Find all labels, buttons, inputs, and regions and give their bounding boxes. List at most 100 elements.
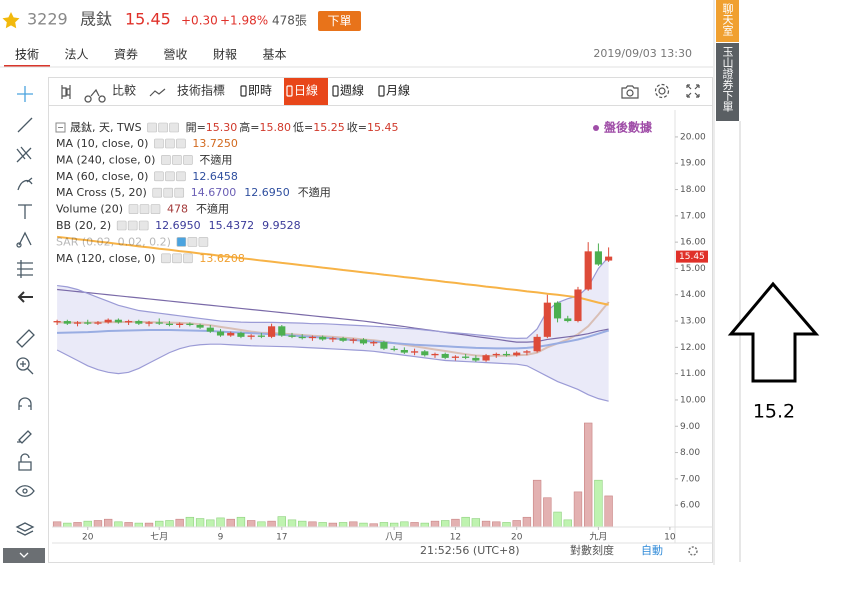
lock-drawings-tool[interactable] <box>17 430 32 444</box>
indicator-icon[interactable] <box>183 253 193 264</box>
indicator-icon[interactable] <box>154 138 164 149</box>
compare-label[interactable]: 比較 <box>112 83 136 98</box>
stock-price: 15.45 <box>125 10 171 29</box>
volume-bar <box>492 521 501 527</box>
indicator-icon[interactable] <box>161 155 171 165</box>
indicator-icon[interactable] <box>187 237 198 247</box>
candle-body <box>543 302 551 337</box>
indicator-icon[interactable] <box>150 204 161 214</box>
brush-tool[interactable] <box>17 177 33 191</box>
snapshot-icon[interactable] <box>621 85 639 99</box>
fib-tool[interactable] <box>16 146 32 163</box>
crosshair-tool[interactable] <box>17 86 33 102</box>
order-tab[interactable] <box>716 43 739 121</box>
tab[interactable]: 技術 <box>15 48 39 62</box>
volume-bar <box>451 518 460 527</box>
auto-scale-toggle[interactable]: 自動 <box>641 543 663 557</box>
chat-tab-label[interactable]: 聊天室 <box>721 2 734 36</box>
period-label[interactable]: 日線 <box>294 83 318 98</box>
volume-bar <box>389 522 399 527</box>
projection-tool[interactable] <box>17 260 33 278</box>
indicator-icon[interactable] <box>165 171 175 182</box>
ohlc-value: 15.45 <box>367 121 399 134</box>
volume-bar <box>175 518 184 527</box>
period-icon[interactable] <box>332 85 339 97</box>
indicator-icon[interactable] <box>176 237 187 247</box>
indicators-label[interactable]: 技術指標 <box>177 83 225 98</box>
candle-type-icon[interactable] <box>61 85 71 99</box>
indicator-icon[interactable] <box>116 220 127 231</box>
period-label[interactable]: 即時 <box>248 84 272 98</box>
tab[interactable]: 法人 <box>65 48 89 62</box>
order-button[interactable] <box>318 11 361 31</box>
indicator-icon[interactable] <box>161 253 171 264</box>
period-label[interactable]: 月線 <box>386 83 410 98</box>
collapse-button[interactable] <box>3 548 45 563</box>
collapse-icon[interactable] <box>19 552 29 558</box>
candle-body <box>400 349 408 353</box>
log-scale-toggle[interactable]: 對數刻度 <box>570 543 614 557</box>
settings-icon[interactable] <box>658 87 666 95</box>
period-active[interactable] <box>284 78 328 105</box>
favorite-star[interactable] <box>2 12 20 29</box>
back-tool[interactable] <box>17 291 33 303</box>
volume-bar <box>481 520 491 527</box>
trendline-tool[interactable] <box>17 117 33 133</box>
annotation-arrow <box>727 281 820 383</box>
indicator-icon[interactable] <box>176 138 186 149</box>
indicator-icon[interactable] <box>176 171 186 182</box>
period-icon[interactable] <box>286 85 293 97</box>
indicator-icon[interactable] <box>172 253 182 264</box>
indicator-icon[interactable] <box>163 187 174 198</box>
indicator-icon[interactable] <box>152 187 163 198</box>
period-label[interactable]: 週線 <box>340 83 364 98</box>
candle-body <box>206 327 214 332</box>
pattern-tool[interactable] <box>16 231 32 248</box>
indicators-icon[interactable] <box>149 88 166 97</box>
measure-tool[interactable] <box>16 329 35 348</box>
indicator-readout: 12.6458 <box>192 170 238 183</box>
indicator-icon[interactable] <box>127 220 138 231</box>
tab[interactable]: 資券 <box>114 47 138 62</box>
compare-icon[interactable] <box>84 88 106 103</box>
zoom-tool[interactable] <box>16 357 34 375</box>
volume-bar <box>124 522 133 527</box>
volume-bar <box>257 521 266 527</box>
y-tick-label: 16.00 <box>680 238 706 248</box>
indicator-icon[interactable] <box>165 138 175 149</box>
layers-tool[interactable] <box>15 522 35 536</box>
indicator-icon[interactable] <box>154 171 164 182</box>
indicator-icon[interactable] <box>139 204 150 214</box>
indicator-icon[interactable] <box>158 122 168 133</box>
period-icon[interactable] <box>378 85 385 97</box>
indicator-icon[interactable] <box>138 220 149 231</box>
tab[interactable]: 營收 <box>164 48 188 62</box>
fullscreen-icon[interactable] <box>686 84 700 98</box>
chat-tab[interactable] <box>716 0 739 42</box>
status-settings-icon[interactable] <box>688 546 698 556</box>
indicator-icon[interactable] <box>198 237 209 247</box>
indicator-icon[interactable] <box>183 155 193 165</box>
chart-frame <box>48 105 713 563</box>
magnet-tool[interactable] <box>18 397 32 410</box>
indicator-icon[interactable] <box>174 187 185 198</box>
collapse-legend-icon[interactable] <box>55 122 66 133</box>
candle-body <box>176 323 184 325</box>
visibility-tool[interactable] <box>15 485 35 497</box>
indicator-icon[interactable] <box>147 122 157 133</box>
tab[interactable]: 財報 <box>213 47 237 62</box>
volume-bar <box>512 520 521 527</box>
candle-body <box>451 356 459 358</box>
order-button-label[interactable]: 下單 <box>327 14 351 28</box>
indicator-readout: 不適用 <box>298 185 331 199</box>
candle-body <box>104 319 112 323</box>
order-tab-label[interactable]: 玉山證券下單 <box>721 46 734 112</box>
lock-tool[interactable] <box>18 453 32 471</box>
indicator-icon[interactable] <box>169 122 179 133</box>
indicator-icon[interactable] <box>128 204 139 214</box>
indicator-icon[interactable] <box>172 155 182 165</box>
text-tool[interactable] <box>18 204 32 219</box>
tab[interactable]: 基本 <box>263 48 287 62</box>
period-icon[interactable] <box>240 85 247 97</box>
